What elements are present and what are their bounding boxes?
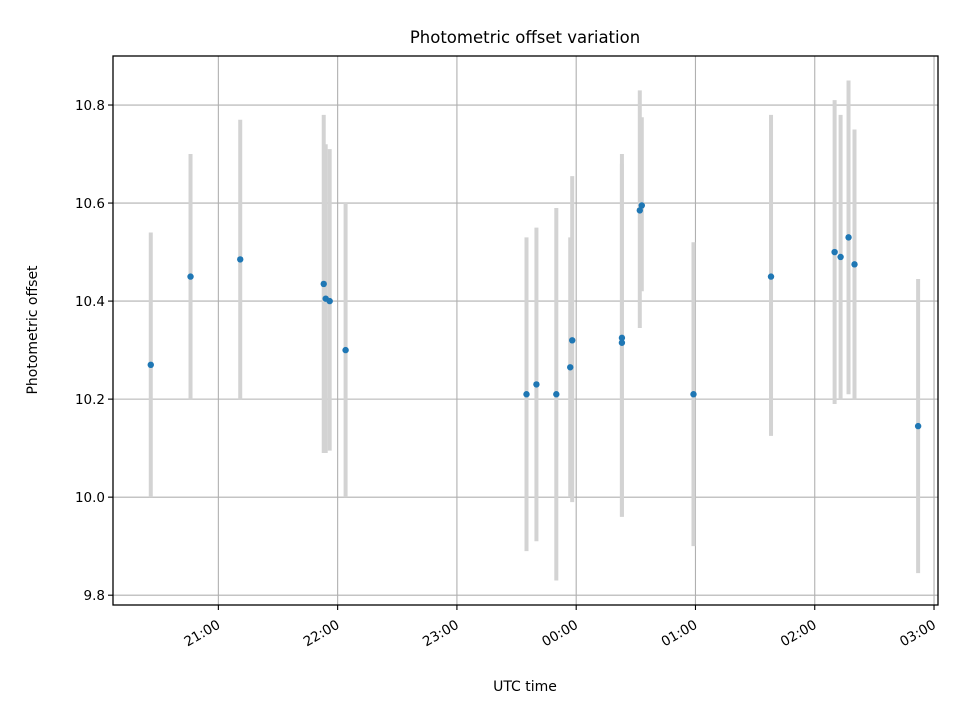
data-point-19 — [837, 253, 844, 261]
y-tick-label: 10.2 — [75, 392, 105, 408]
data-point-8 — [533, 381, 540, 388]
data-point-2 — [237, 256, 244, 263]
y-axis-ticks: 9.8 10.0 10.2 10.4 10.6 10.8 — [75, 98, 113, 604]
data-point-0 — [147, 361, 154, 369]
plot-frame — [112, 55, 939, 606]
data-point-15 — [638, 202, 645, 209]
y-tick-label: 10.6 — [75, 196, 105, 212]
data-point-12 — [618, 334, 626, 342]
data-point-10 — [567, 364, 574, 371]
chart-title: Photometric offset variation — [410, 28, 640, 47]
data-point-20 — [845, 234, 852, 241]
data-point-7 — [523, 391, 530, 398]
data-point-6 — [342, 346, 349, 354]
data-point-18 — [831, 248, 838, 256]
data-point-16 — [690, 391, 697, 398]
data-points — [147, 202, 922, 430]
data-point-14 — [636, 207, 644, 214]
data-point-11 — [569, 337, 576, 344]
data-point-3 — [320, 280, 327, 288]
data-point-22 — [914, 422, 922, 430]
data-point-5 — [326, 297, 333, 305]
y-tick-label: 10.8 — [75, 98, 105, 114]
data-point-1 — [187, 273, 194, 280]
data-point-21 — [851, 261, 858, 268]
data-point-17 — [767, 273, 775, 280]
y-tick-label: 10.0 — [75, 490, 105, 506]
data-point-9 — [553, 391, 560, 398]
y-tick-label: 9.8 — [84, 588, 105, 604]
x-axis-label: UTC time — [493, 679, 557, 695]
y-tick-label: 10.4 — [75, 294, 105, 310]
data-point-13 — [618, 339, 626, 346]
y-axis-label: Photometric offset — [25, 265, 41, 395]
